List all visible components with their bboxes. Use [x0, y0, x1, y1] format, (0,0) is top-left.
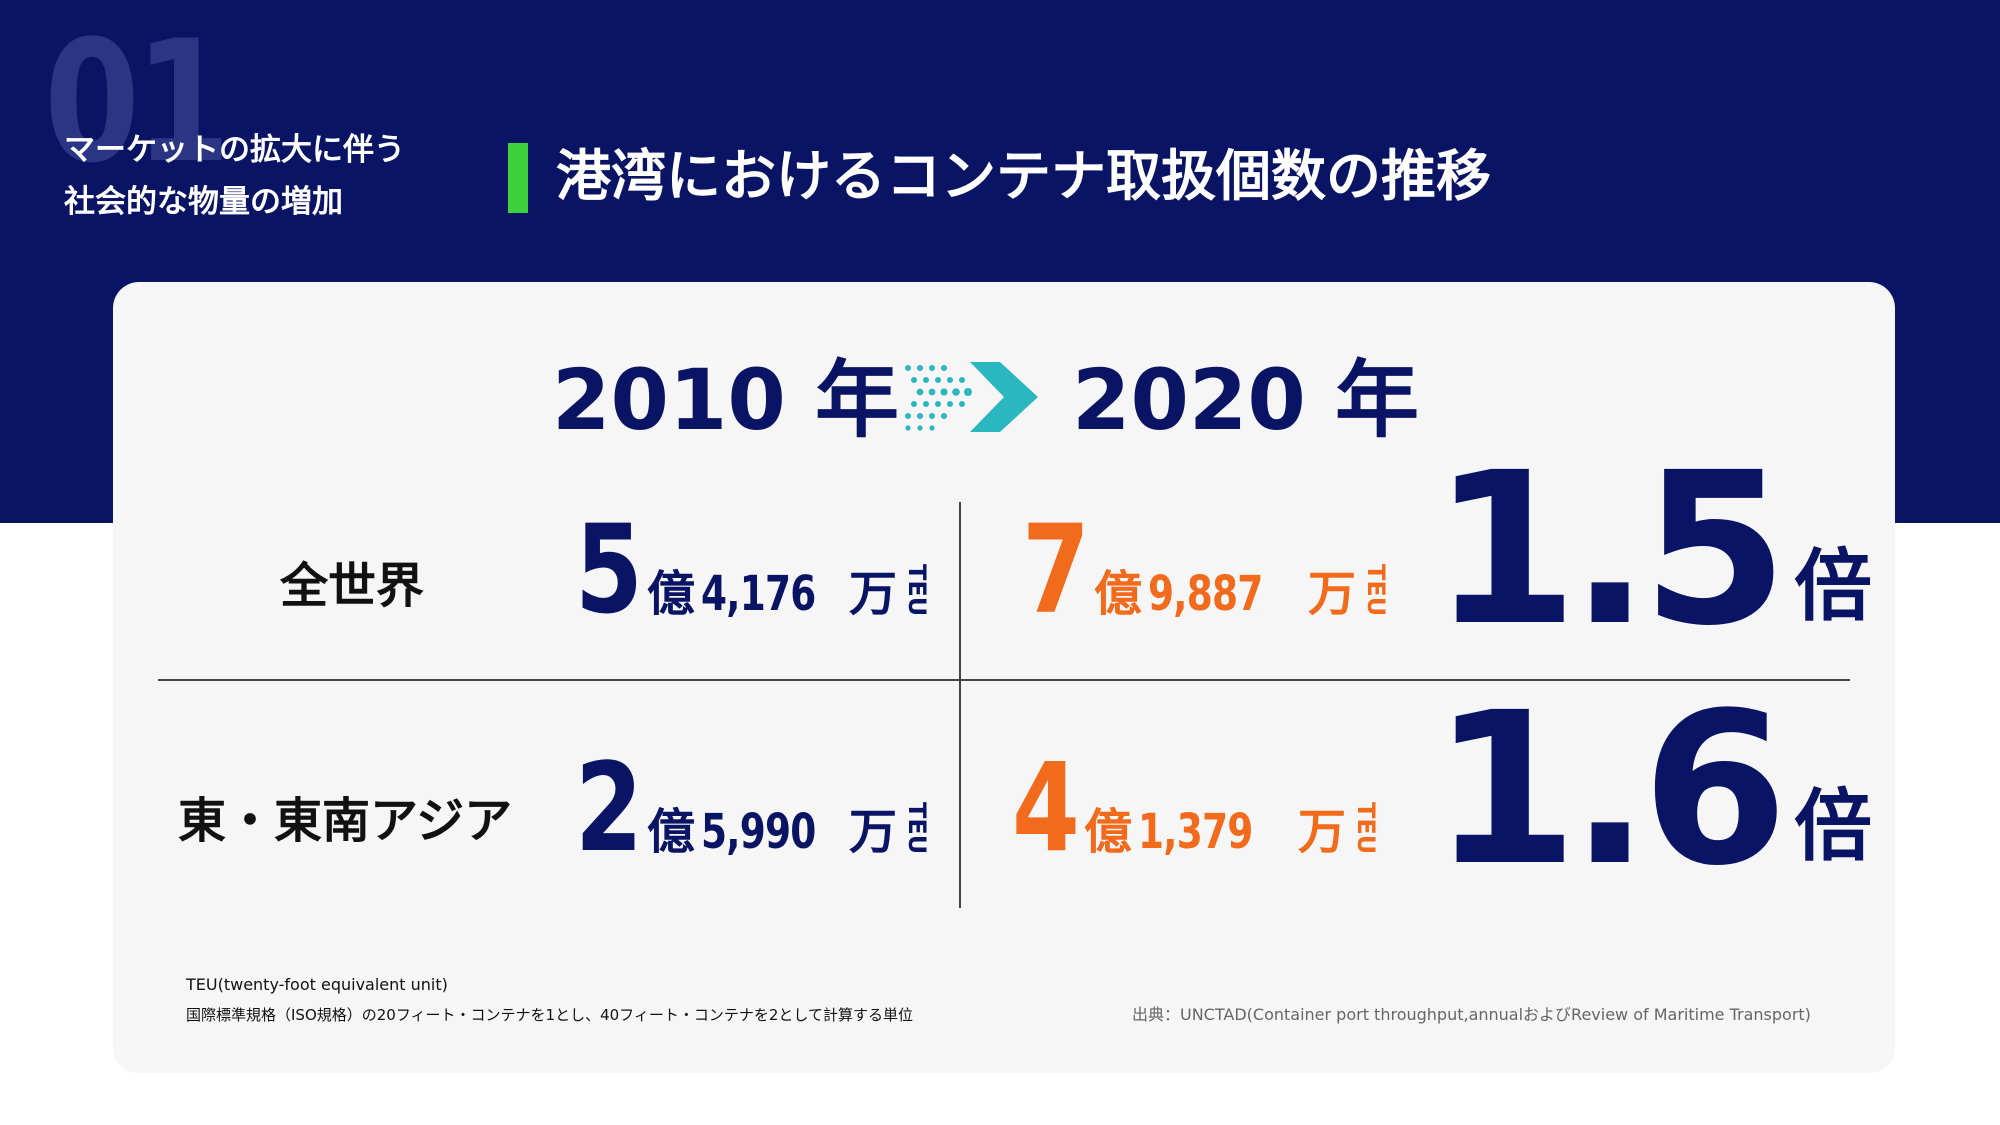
- ratio-asia: 1.6 倍: [1432, 667, 1873, 912]
- value-unit: TEU: [903, 801, 932, 854]
- region-label-asia: 東・東南アジア: [178, 793, 513, 849]
- ratio-number: 1.5: [1432, 427, 1788, 672]
- value-unit: TEU: [1362, 563, 1391, 616]
- vertical-divider: [959, 502, 961, 908]
- title-accent-bar: [508, 143, 528, 213]
- section-label-line2: 社会的な物量の増加: [64, 184, 343, 220]
- value-man: 万: [1308, 566, 1357, 622]
- footnote-teu-definition: 国際標準規格（ISO規格）の20フィート・コンテナを1とし、40フィート・コンテ…: [186, 1006, 913, 1024]
- value-big-digit: 5: [575, 499, 643, 641]
- section-label: マーケットの拡大に伴う 社会的な物量の増加: [64, 124, 405, 228]
- value-big-digit: 7: [1022, 499, 1090, 641]
- ratio-unit: 倍: [1794, 542, 1873, 632]
- region-label-world: 全世界: [280, 558, 425, 614]
- value-man: 万: [1298, 804, 1347, 860]
- value-unit: TEU: [1352, 801, 1381, 854]
- dotted-chevron-right-icon: [905, 362, 1038, 432]
- value-oku: 億: [1094, 566, 1143, 622]
- value-num: 5,990: [701, 804, 816, 860]
- source-citation: 出典：UNCTAD(Container port throughput,annu…: [1132, 1005, 1811, 1024]
- section-label-line1: マーケットの拡大に伴う: [64, 132, 405, 168]
- value-num: 4,176: [701, 566, 816, 622]
- footnote-teu-title: TEU(twenty-foot equivalent unit): [186, 975, 448, 994]
- value-num: 9,887: [1148, 566, 1263, 622]
- value-man: 万: [849, 804, 898, 860]
- page-title: 港湾におけるコンテナ取扱個数の推移: [556, 144, 1492, 208]
- ratio-world: 1.5 倍: [1432, 427, 1873, 672]
- value-man: 万: [849, 566, 898, 622]
- value-world-2010: 5 億 4,176 万 TEU: [575, 499, 932, 641]
- year-from: 2010 年: [552, 351, 900, 449]
- value-big-digit: 4: [1012, 737, 1080, 879]
- value-num: 1,379: [1138, 804, 1253, 860]
- value-oku: 億: [647, 566, 696, 622]
- year-to: 2020 年: [1072, 351, 1420, 449]
- section-number: 01: [44, 4, 231, 200]
- horizontal-divider: [158, 679, 1850, 681]
- value-asia-2020: 4 億 1,379 万 TEU: [1012, 737, 1381, 879]
- value-oku: 億: [647, 804, 696, 860]
- ratio-number: 1.6: [1432, 667, 1788, 912]
- value-asia-2010: 2 億 5,990 万 TEU: [575, 737, 932, 879]
- ratio-unit: 倍: [1794, 782, 1873, 872]
- value-big-digit: 2: [575, 737, 643, 879]
- value-world-2020: 7 億 9,887 万 TEU: [1022, 499, 1391, 641]
- value-oku: 億: [1084, 804, 1133, 860]
- value-unit: TEU: [903, 563, 932, 616]
